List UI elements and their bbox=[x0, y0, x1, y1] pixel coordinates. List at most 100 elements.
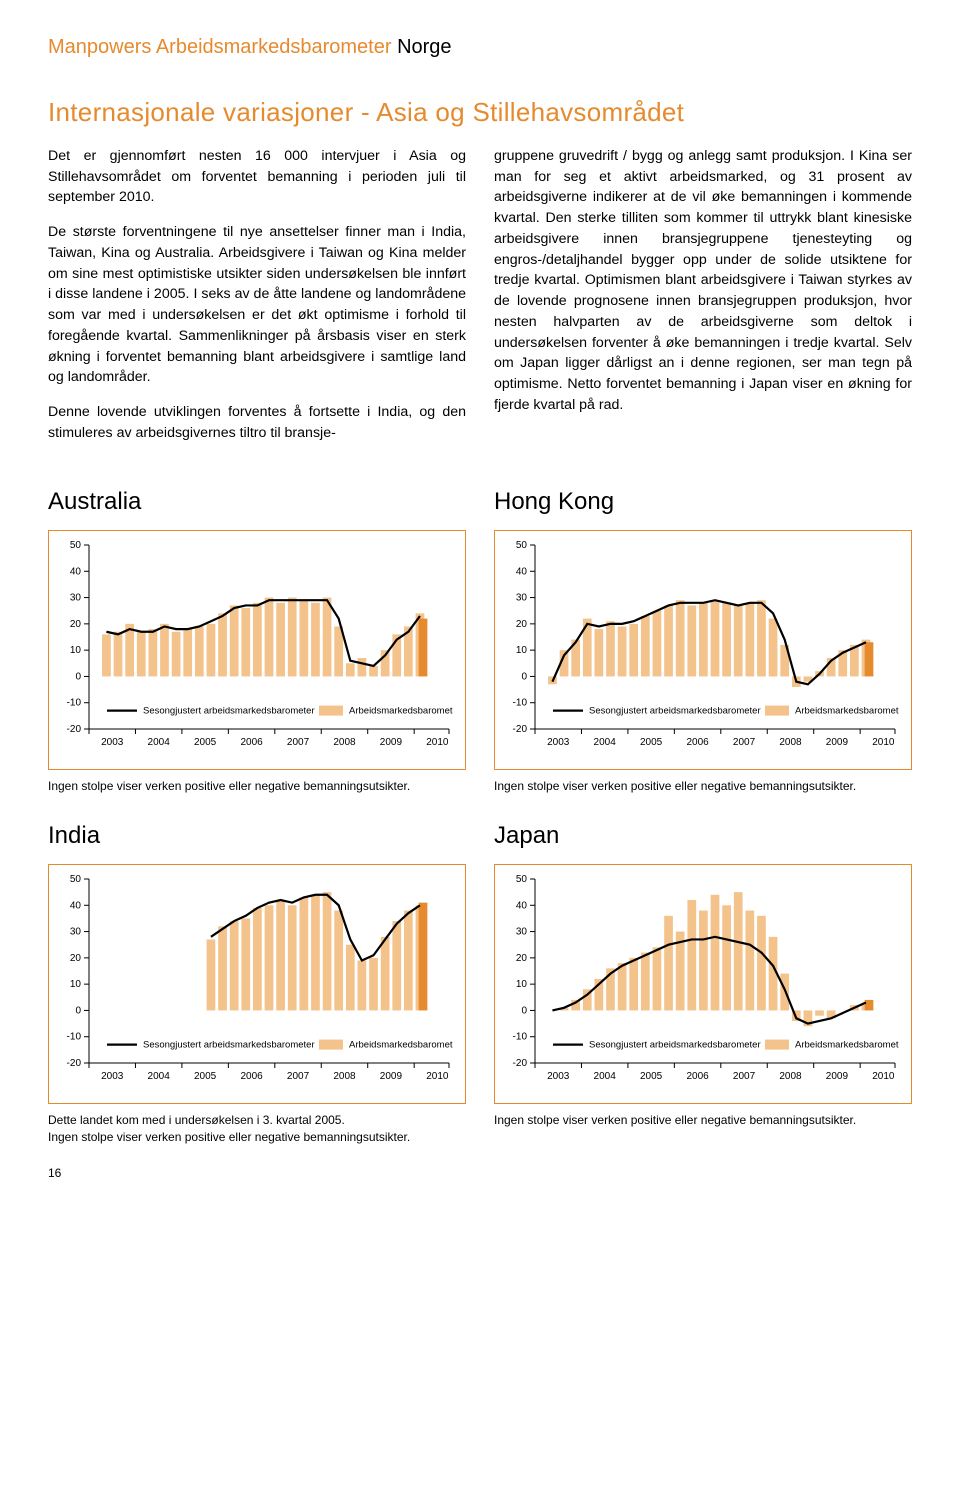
svg-text:2009: 2009 bbox=[826, 1071, 849, 1082]
svg-text:2010: 2010 bbox=[872, 737, 895, 748]
svg-text:2004: 2004 bbox=[594, 737, 617, 748]
chart-caption: Ingen stolpe viser verken positive eller… bbox=[494, 1112, 912, 1129]
svg-text:Arbeidsmarkedsbarometer: Arbeidsmarkedsbarometer bbox=[795, 705, 899, 716]
svg-text:30: 30 bbox=[516, 592, 528, 603]
svg-text:2007: 2007 bbox=[733, 1071, 756, 1082]
chart-plot: -20 -10 0 10 20 30 40 50 2003 2004 2005 2006 2007 200… bbox=[494, 530, 912, 770]
svg-text:2004: 2004 bbox=[148, 737, 171, 748]
svg-text:0: 0 bbox=[521, 1006, 527, 1017]
section-title: Internasjonale variasjoner - Asia og Sti… bbox=[48, 97, 912, 128]
svg-text:0: 0 bbox=[521, 671, 527, 682]
svg-text:30: 30 bbox=[70, 927, 82, 938]
chart-caption: Dette landet kom med i undersøkelsen i 3… bbox=[48, 1112, 466, 1146]
chart-caption: Ingen stolpe viser verken positive eller… bbox=[494, 778, 912, 795]
chart-title: Australia bbox=[48, 488, 466, 516]
page-number: 16 bbox=[48, 1166, 912, 1180]
svg-text:2005: 2005 bbox=[194, 1071, 217, 1082]
header-brand: Manpowers Arbeidsmarkedsbarometer bbox=[48, 36, 392, 58]
svg-text:2010: 2010 bbox=[426, 1071, 449, 1082]
svg-text:20: 20 bbox=[70, 618, 82, 629]
svg-text:Sesongjustert arbeidsmarkedsba: Sesongjustert arbeidsmarkedsbarometer bbox=[143, 705, 315, 716]
svg-text:50: 50 bbox=[516, 875, 528, 885]
body-columns: Det er gjennomført nesten 16 000 intervj… bbox=[48, 146, 912, 444]
svg-text:20: 20 bbox=[516, 953, 528, 964]
svg-text:2006: 2006 bbox=[240, 737, 263, 748]
svg-text:Sesongjustert arbeidsmarkedsba: Sesongjustert arbeidsmarkedsbarometer bbox=[589, 1040, 761, 1051]
svg-text:-10: -10 bbox=[67, 1032, 82, 1043]
svg-text:2007: 2007 bbox=[733, 737, 756, 748]
chart-caption: Ingen stolpe viser verken positive eller… bbox=[48, 778, 466, 795]
chart-hongkong: Hong Kong -20 -10 0 10 20 30 40 50 2003 2004 2005 20… bbox=[494, 488, 912, 795]
svg-text:2010: 2010 bbox=[872, 1071, 895, 1082]
svg-text:2009: 2009 bbox=[380, 1071, 403, 1082]
svg-text:2009: 2009 bbox=[826, 737, 849, 748]
chart-australia: Australia -20 -10 0 10 20 30 40 50 2003 2004 2005 20… bbox=[48, 488, 466, 795]
svg-text:-20: -20 bbox=[67, 724, 82, 735]
svg-text:0: 0 bbox=[75, 671, 81, 682]
chart-plot: -20 -10 0 10 20 30 40 50 2003 2004 2005 2006 2007 200… bbox=[494, 864, 912, 1104]
svg-text:2005: 2005 bbox=[640, 1071, 663, 1082]
svg-text:2003: 2003 bbox=[547, 1071, 570, 1082]
svg-text:20: 20 bbox=[516, 618, 528, 629]
svg-text:10: 10 bbox=[516, 979, 528, 990]
svg-text:10: 10 bbox=[70, 645, 82, 656]
svg-text:30: 30 bbox=[70, 592, 82, 603]
svg-text:30: 30 bbox=[516, 927, 528, 938]
svg-text:2005: 2005 bbox=[194, 737, 217, 748]
svg-text:40: 40 bbox=[516, 566, 528, 577]
svg-text:50: 50 bbox=[516, 541, 528, 551]
chart-plot: -20 -10 0 10 20 30 40 50 2003 2004 2005 2006 2007 200… bbox=[48, 530, 466, 770]
column-right: gruppene gruvedrift / bygg og anlegg sam… bbox=[494, 146, 912, 444]
svg-text:0: 0 bbox=[75, 1006, 81, 1017]
svg-text:2003: 2003 bbox=[547, 737, 570, 748]
chart-title: Hong Kong bbox=[494, 488, 912, 516]
svg-text:40: 40 bbox=[70, 566, 82, 577]
svg-text:-10: -10 bbox=[513, 697, 528, 708]
para: De største forventningene til nye ansett… bbox=[48, 222, 466, 388]
svg-text:40: 40 bbox=[70, 901, 82, 912]
svg-text:2006: 2006 bbox=[686, 1071, 709, 1082]
chart-india: India-20-1001020304050200320042005200620… bbox=[48, 822, 466, 1146]
chart-title: Japan bbox=[494, 822, 912, 850]
svg-text:2009: 2009 bbox=[380, 737, 403, 748]
svg-text:Arbeidsmarkedsbarometer: Arbeidsmarkedsbarometer bbox=[795, 1040, 899, 1051]
svg-text:2004: 2004 bbox=[594, 1071, 617, 1082]
svg-text:2008: 2008 bbox=[333, 1071, 356, 1082]
chart-title: India bbox=[48, 822, 466, 850]
page-header: Manpowers Arbeidsmarkedsbarometer Norge bbox=[48, 36, 912, 59]
svg-text:Sesongjustert arbeidsmarkedsba: Sesongjustert arbeidsmarkedsbarometer bbox=[589, 705, 761, 716]
svg-text:-10: -10 bbox=[513, 1032, 528, 1043]
header-country: Norge bbox=[397, 36, 451, 58]
svg-text:10: 10 bbox=[516, 645, 528, 656]
svg-text:2006: 2006 bbox=[686, 737, 709, 748]
svg-text:20: 20 bbox=[70, 953, 82, 964]
svg-text:2003: 2003 bbox=[101, 737, 124, 748]
svg-text:-20: -20 bbox=[67, 1058, 82, 1069]
svg-text:-20: -20 bbox=[513, 1058, 528, 1069]
svg-text:10: 10 bbox=[70, 979, 82, 990]
svg-text:Sesongjustert arbeidsmarkedsba: Sesongjustert arbeidsmarkedsbarometer bbox=[143, 1040, 315, 1051]
para: gruppene gruvedrift / bygg og anlegg sam… bbox=[494, 146, 912, 416]
svg-text:2007: 2007 bbox=[287, 737, 310, 748]
column-left: Det er gjennomført nesten 16 000 intervj… bbox=[48, 146, 466, 444]
svg-text:Arbeidsmarkedsbarometer: Arbeidsmarkedsbarometer bbox=[349, 705, 453, 716]
svg-text:Arbeidsmarkedsbarometer: Arbeidsmarkedsbarometer bbox=[349, 1040, 453, 1051]
svg-text:2004: 2004 bbox=[148, 1071, 171, 1082]
svg-text:2008: 2008 bbox=[333, 737, 356, 748]
svg-text:2007: 2007 bbox=[287, 1071, 310, 1082]
svg-text:50: 50 bbox=[70, 541, 82, 551]
svg-text:2005: 2005 bbox=[640, 737, 663, 748]
para: Denne lovende utviklingen forventes å fo… bbox=[48, 402, 466, 443]
svg-text:40: 40 bbox=[516, 901, 528, 912]
para: Det er gjennomført nesten 16 000 intervj… bbox=[48, 146, 466, 208]
svg-text:2010: 2010 bbox=[426, 737, 449, 748]
svg-text:50: 50 bbox=[70, 875, 82, 885]
charts-grid: Australia -20 -10 0 10 20 30 40 50 2003 2004 2005 20… bbox=[48, 488, 912, 1146]
chart-japan: Japan -20 -10 0 10 20 30 40 50 2003 2004 2005 2006 20… bbox=[494, 822, 912, 1146]
svg-text:-10: -10 bbox=[67, 697, 82, 708]
svg-text:-20: -20 bbox=[513, 724, 528, 735]
chart-plot: -20-100102030405020032004200520062007200… bbox=[48, 864, 466, 1104]
svg-text:2003: 2003 bbox=[101, 1071, 124, 1082]
svg-text:2008: 2008 bbox=[779, 737, 802, 748]
svg-text:2008: 2008 bbox=[779, 1071, 802, 1082]
